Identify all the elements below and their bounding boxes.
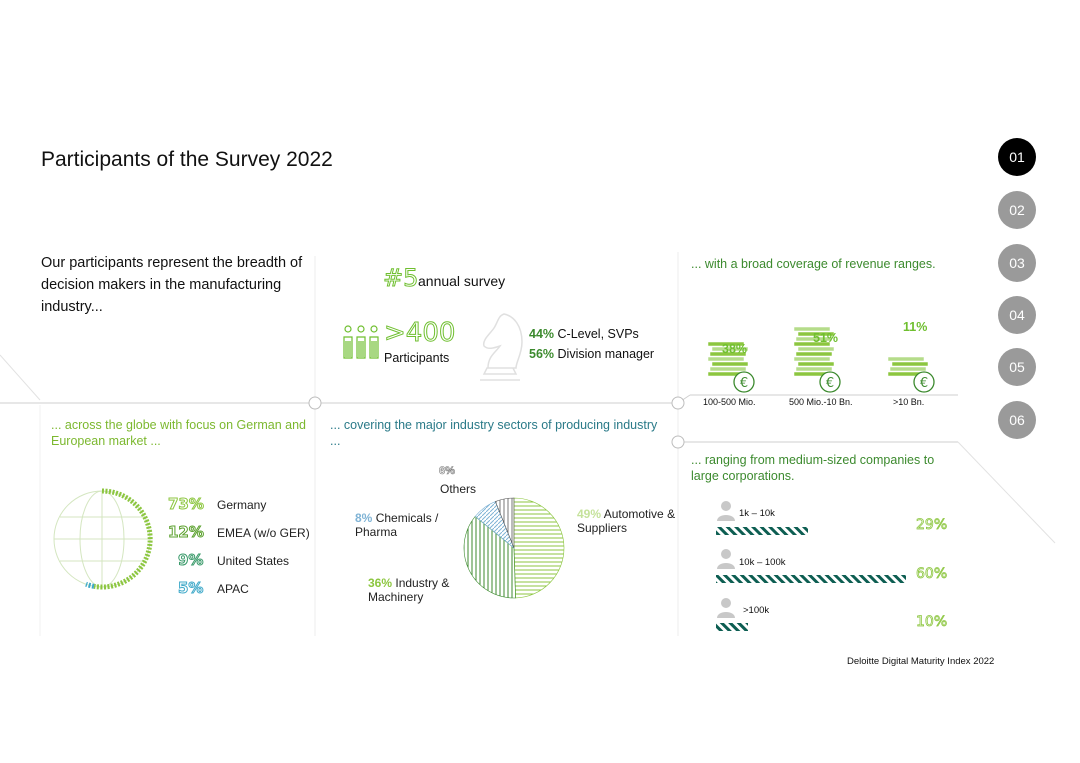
euro-symbol: € xyxy=(920,376,928,391)
size-heading: ... ranging from medium-sized companies … xyxy=(691,453,935,483)
size-label-3: >100k xyxy=(743,605,770,616)
nav-item-04[interactable]: 04 xyxy=(998,296,1036,334)
globe-heading: ... across the globe with focus on Germa… xyxy=(51,418,306,448)
sector-label-others: Others xyxy=(440,482,477,496)
size-bar-1 xyxy=(716,527,808,535)
globe-pct-us: 9% xyxy=(177,551,204,570)
participants-label: Participants xyxy=(384,351,450,365)
coin xyxy=(797,346,835,352)
size-label-2: 10k – 100k xyxy=(739,557,786,568)
chess-knight-icon xyxy=(480,313,523,381)
nav-item-05[interactable]: 05 xyxy=(998,348,1036,386)
person-icon xyxy=(717,549,735,569)
size-pct-1: 29% xyxy=(916,517,948,534)
nav-item-02[interactable]: 02 xyxy=(998,191,1036,229)
coin xyxy=(891,361,929,367)
coin xyxy=(709,351,747,357)
coin xyxy=(707,356,745,362)
sector-label-chemicals: Chemicals / Pharma xyxy=(355,511,439,539)
revenue-label-2: 500 Mio.-10 Bn. xyxy=(789,397,853,407)
sector-pct-automotive: 49% xyxy=(577,507,602,521)
division-label: Division manager xyxy=(557,347,655,361)
globe-label-apac: APAC xyxy=(217,582,249,596)
coin xyxy=(707,341,745,347)
coin xyxy=(709,366,747,372)
participants-count: >400 xyxy=(383,318,456,349)
size-pct-2: 60% xyxy=(916,566,948,583)
nav-item-03[interactable]: 03 xyxy=(998,244,1036,282)
person-icon xyxy=(717,598,735,618)
globe-label-germany: Germany xyxy=(217,498,267,512)
sector-pct-others: 6% xyxy=(439,465,456,478)
coin xyxy=(795,336,833,342)
size-bar-3 xyxy=(716,623,748,631)
coin xyxy=(793,356,831,362)
pie-slice-2 xyxy=(463,516,516,599)
coin xyxy=(795,351,833,357)
coin xyxy=(795,366,833,372)
footer-text: Deloitte Digital Maturity Index 2022 xyxy=(847,656,995,667)
clevel-pct: 44% xyxy=(529,327,555,341)
coin xyxy=(711,346,749,352)
pie-slice-4 xyxy=(495,497,515,549)
sector-label-automotive: Automotive & Suppliers xyxy=(577,507,676,535)
survey-count: #5 xyxy=(382,264,419,293)
revenue-pct-1: 38% xyxy=(722,342,748,356)
coin xyxy=(797,361,835,367)
person-icon xyxy=(717,501,735,521)
globe-pct-emea: 12% xyxy=(168,523,205,542)
coin xyxy=(889,366,927,372)
globe-label-us: United States xyxy=(217,554,290,568)
nav-item-06[interactable]: 06 xyxy=(998,401,1036,439)
euro-symbol: € xyxy=(740,376,748,391)
coin xyxy=(793,341,831,347)
size-bars xyxy=(716,527,906,631)
revenue-heading: ... with a broad coverage of revenue ran… xyxy=(691,257,936,271)
revenue-label-1: 100-500 Mio. xyxy=(703,397,756,407)
coin xyxy=(887,356,925,362)
coin xyxy=(797,331,835,337)
euro-icon xyxy=(913,371,935,393)
revenue-pct-3: 11% xyxy=(903,320,928,334)
page-title: Participants of the Survey 2022 xyxy=(41,148,333,171)
globe-icon xyxy=(53,488,153,590)
intro-text: Our participants represent the breadth o… xyxy=(41,255,303,315)
participants-icon xyxy=(343,325,379,359)
revenue-coins: € € € xyxy=(707,326,935,393)
sector-pct-chemicals: 8% xyxy=(355,511,373,525)
pie-slice-1 xyxy=(513,497,565,599)
globe-pct-germany: 73% xyxy=(168,495,205,514)
euro-icon xyxy=(819,371,841,393)
division-pct: 56% xyxy=(529,347,555,361)
revenue-pct-2: 51% xyxy=(813,331,839,345)
globe-pct-apac: 5% xyxy=(177,579,204,598)
globe-label-emea: EMEA (w/o GER) xyxy=(217,526,310,540)
revenue-label-3: >10 Bn. xyxy=(893,397,925,407)
sectors-heading: ... covering the major industry sectors … xyxy=(330,418,658,448)
sectors-pie xyxy=(463,497,565,599)
coin xyxy=(711,361,749,367)
euro-icon xyxy=(733,371,755,393)
size-pct-3: 10% xyxy=(916,614,948,631)
nav-item-01[interactable]: 01 xyxy=(998,138,1036,176)
clevel-label: C-Level, SVPs xyxy=(557,327,639,341)
sector-pct-industry: 36% xyxy=(368,576,393,590)
survey-label: annual survey xyxy=(418,273,506,289)
sector-label-industry: Industry & Machinery xyxy=(368,576,450,604)
euro-symbol: € xyxy=(826,376,834,391)
size-bar-2 xyxy=(716,575,906,583)
coin xyxy=(793,326,831,332)
size-label-1: 1k – 10k xyxy=(739,508,775,519)
